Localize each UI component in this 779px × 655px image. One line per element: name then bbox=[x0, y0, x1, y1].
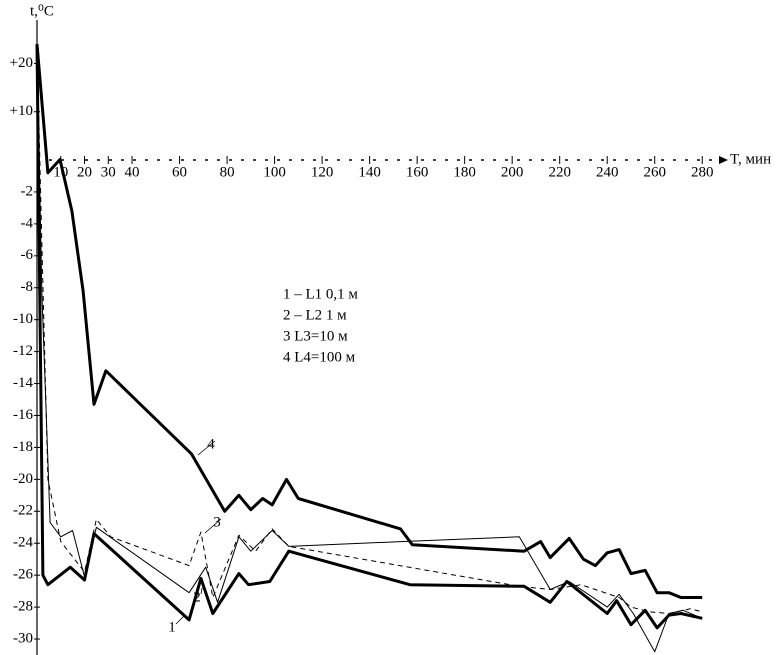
x-tick-label: 160 bbox=[406, 164, 429, 180]
x-tick-label: 200 bbox=[501, 164, 524, 180]
y-tick-label: -30 bbox=[13, 630, 33, 646]
x-tick-label: 40 bbox=[125, 164, 140, 180]
series-line bbox=[35, 44, 703, 630]
curve-leader bbox=[204, 518, 222, 534]
y-tick-label: -8 bbox=[21, 279, 34, 295]
x-axis-arrow bbox=[719, 156, 728, 164]
x-tick-label: 140 bbox=[358, 164, 381, 180]
y-tick-label: -24 bbox=[13, 535, 33, 551]
x-tick-label: 240 bbox=[596, 164, 619, 180]
curve-label: 1 bbox=[168, 619, 176, 635]
x-tick-label: 120 bbox=[311, 164, 334, 180]
y-tick-label: -6 bbox=[21, 247, 34, 263]
y-tick-label: -16 bbox=[13, 407, 33, 423]
y-tick-label: -4 bbox=[21, 215, 34, 231]
curve-leader bbox=[197, 440, 216, 456]
legend-entry: 4 L4=100 м bbox=[283, 349, 356, 365]
curve-label: 2 bbox=[193, 589, 201, 605]
x-tick-label: 220 bbox=[548, 164, 571, 180]
series-line bbox=[35, 43, 703, 599]
x-axis-label: T, мин bbox=[730, 151, 771, 167]
y-tick-label: +10 bbox=[10, 103, 33, 119]
x-tick-label: 180 bbox=[453, 164, 476, 180]
x-tick-label: 60 bbox=[172, 164, 187, 180]
y-tick-label: +20 bbox=[10, 55, 33, 71]
y-tick-label: -22 bbox=[13, 503, 33, 519]
series-line bbox=[36, 44, 703, 614]
x-tick-label: 20 bbox=[77, 164, 92, 180]
legend-entry: 2 – L2 1 м bbox=[283, 307, 347, 323]
y-tick-label: -20 bbox=[13, 471, 33, 487]
y-tick-label: -14 bbox=[13, 375, 33, 391]
y-tick-label: -2 bbox=[21, 183, 34, 199]
y-tick-label: -12 bbox=[13, 343, 33, 359]
y-tick-label: -18 bbox=[13, 439, 33, 455]
y-tick-label: -28 bbox=[13, 599, 33, 615]
y-tick-label: -10 bbox=[13, 311, 33, 327]
x-tick-label: 100 bbox=[263, 164, 286, 180]
legend-entry: 3 L3=10 м bbox=[283, 328, 348, 344]
series-line bbox=[36, 44, 703, 653]
x-tick-label: 30 bbox=[101, 164, 116, 180]
x-tick-label: 260 bbox=[643, 164, 666, 180]
legend-entry: 1 – L1 0,1 м bbox=[283, 286, 358, 302]
curve-leader bbox=[200, 587, 203, 595]
y-tick-label: -26 bbox=[13, 567, 33, 583]
x-tick-label: 80 bbox=[220, 164, 235, 180]
y-axis-label: t,⁰C bbox=[30, 3, 54, 19]
x-tick-label: 280 bbox=[691, 164, 714, 180]
curve-leader bbox=[175, 614, 186, 625]
